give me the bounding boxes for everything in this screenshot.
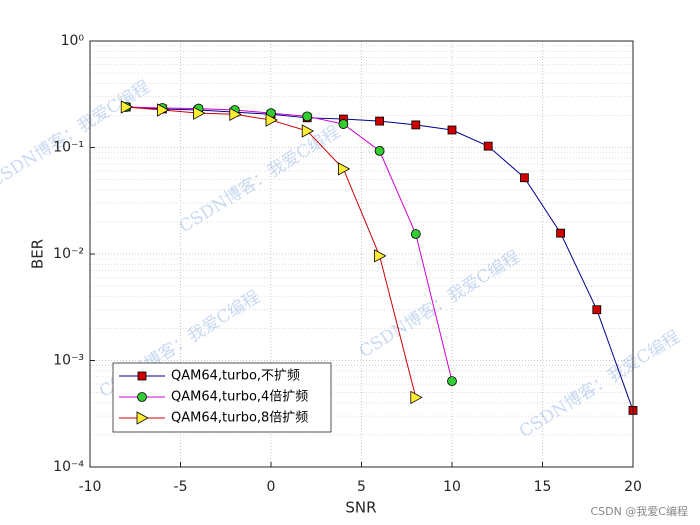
marker xyxy=(265,113,278,127)
marker xyxy=(156,103,170,117)
x-tick-label: -5 xyxy=(174,479,188,495)
y-tick-label: 10⁰ xyxy=(61,33,85,49)
marker xyxy=(137,371,147,381)
marker xyxy=(592,305,602,315)
axes-box xyxy=(89,40,634,468)
y-tick-label: 10⁻² xyxy=(53,246,84,262)
legend-label: QAM64,turbo,不扩频 xyxy=(171,369,300,384)
x-tick-label: 20 xyxy=(624,479,642,495)
x-tick-label: 15 xyxy=(534,479,552,495)
marker xyxy=(302,111,313,122)
y-tick-label: 10⁻¹ xyxy=(53,140,84,156)
marker xyxy=(229,107,242,121)
x-tick-label: 5 xyxy=(357,479,366,495)
x-tick-label: -10 xyxy=(79,479,102,495)
marker xyxy=(410,390,423,405)
legend-label: QAM64,turbo,4倍扩频 xyxy=(171,390,308,405)
y-axis-label: BER xyxy=(29,239,47,269)
credit: CSDN @我爱C编程 xyxy=(590,504,688,518)
marker xyxy=(120,100,134,114)
marker xyxy=(301,124,315,138)
y-tick-label: 10⁻³ xyxy=(53,353,84,369)
marker xyxy=(193,106,206,120)
marker xyxy=(375,116,385,126)
marker xyxy=(410,229,421,239)
marker xyxy=(374,145,385,156)
marker xyxy=(520,173,529,183)
y-tick-label: 10⁻⁴ xyxy=(53,459,84,475)
marker xyxy=(137,392,147,402)
marker xyxy=(556,228,565,238)
series-line xyxy=(126,106,453,382)
marker xyxy=(411,120,421,130)
x-tick-label: 0 xyxy=(267,479,276,495)
marker xyxy=(338,119,349,129)
x-axis-label: SNR xyxy=(345,499,376,517)
marker xyxy=(447,125,457,135)
x-tick-label: 10 xyxy=(443,479,461,495)
marker xyxy=(374,249,387,263)
marker xyxy=(136,411,149,425)
legend-label: QAM64,turbo,8倍扩频 xyxy=(171,411,308,426)
marker xyxy=(483,141,493,151)
marker xyxy=(447,376,457,387)
marker xyxy=(337,162,351,176)
